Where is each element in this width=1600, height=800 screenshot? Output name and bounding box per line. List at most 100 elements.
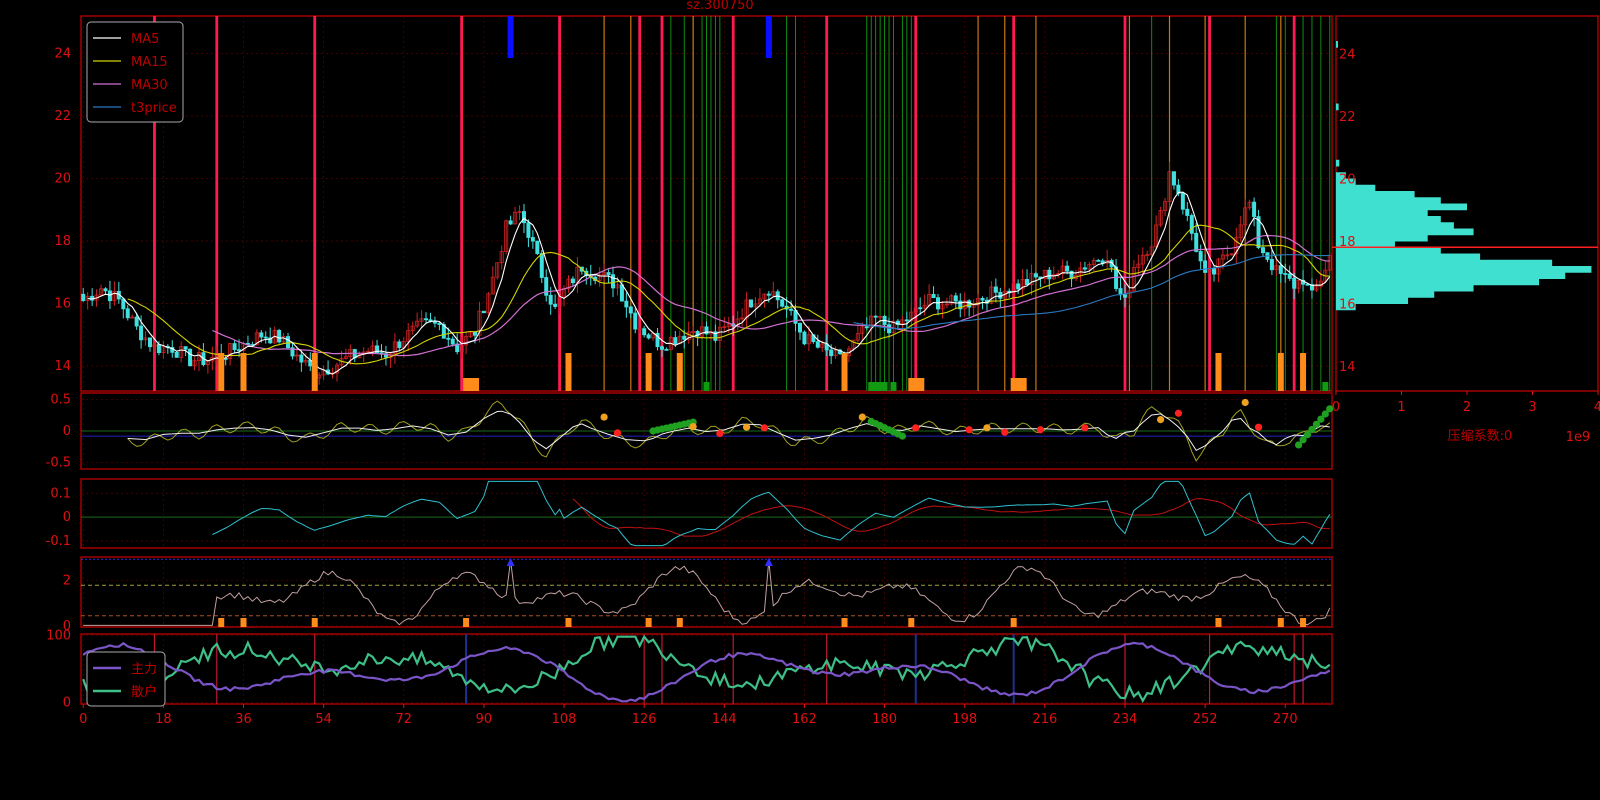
candle-body [918,307,923,310]
candle-body [1243,207,1248,226]
candle-body [949,295,954,305]
candle-body [1176,184,1181,194]
candle [869,314,874,339]
osc1-signal-line [127,400,1331,462]
candle [802,330,807,346]
ma5-line [87,191,1331,375]
legend-label: MA15 [131,55,168,70]
legend-label: 散户 [131,684,157,700]
hist-x-tick-label: 0 [1332,400,1340,415]
candle-body [953,295,958,302]
candle [1016,279,1021,295]
candle-body [1136,263,1141,268]
candle [263,331,268,344]
candle-body [152,344,157,348]
candle [646,332,651,340]
candle-body [1154,224,1159,248]
candle [1256,209,1261,250]
hist-bar [1336,284,1474,292]
candle-body [1082,267,1087,270]
candle-body [1140,254,1145,265]
x-tick-label: 270 [1273,712,1298,727]
candle [1252,197,1257,227]
candle [1243,199,1248,230]
hist-bar [1336,103,1339,111]
candle-body [179,346,184,358]
candle-body [962,300,967,310]
candle [922,294,927,316]
candle [1118,277,1123,301]
osc2-red-line [572,498,1330,537]
y-tick-label: -0.5 [46,456,71,471]
green-dot [1308,425,1316,434]
candle [953,292,958,309]
candle-body [539,253,544,278]
candle-body [753,303,758,308]
legend-label: 主力 [131,662,157,677]
candle [1011,281,1016,299]
candle-body [829,349,834,357]
candle-body [789,308,794,311]
candle [1198,244,1203,270]
candle [958,293,963,318]
hist-bar [1336,303,1356,311]
osc2-cyan-line [212,480,1331,547]
candle-body [1260,247,1265,254]
candle-body [757,298,762,305]
legend-label: MA30 [131,78,168,93]
candle-body [855,332,860,341]
candle-body [1194,232,1199,252]
candle-body [570,278,575,284]
orange-block [565,618,572,627]
hist-bar [1336,291,1435,298]
x-tick-label: 108 [552,712,577,727]
candle [535,240,540,255]
candle-body [464,336,469,346]
candle-body [713,331,718,341]
candle [962,292,967,317]
candle-body [286,336,291,349]
candle-body [192,360,197,367]
orange-block [1300,618,1307,627]
red-dot [1254,423,1263,431]
orange-block [676,618,683,627]
osc1-main-line [127,410,1330,452]
candle [459,337,464,359]
orange-dot [600,413,608,421]
hist-bar [1336,272,1566,279]
green-dot [1295,441,1303,449]
candle [1069,270,1074,288]
candle-body [1171,171,1176,186]
candle [392,333,397,364]
legend-box [86,21,184,123]
candle-body [980,297,985,301]
x-tick-label: 0 [79,712,87,727]
orange-block [1010,378,1027,391]
candle-body [766,293,771,296]
candle-body [99,288,104,296]
candle [1278,255,1283,283]
candle-body [913,307,918,313]
red-dot [1001,428,1009,436]
x-tick-label: 252 [1193,712,1218,727]
candle [1082,261,1087,272]
candle [913,299,918,316]
candle [1309,278,1314,299]
candle [766,291,771,303]
candle-body [989,286,994,304]
x-tick-label: 18 [155,712,172,727]
candle [722,317,727,332]
orange-dot [858,413,866,421]
candle [517,205,522,220]
hist-xlabel: 压缩系数:0 [1448,428,1513,444]
candle [334,362,339,382]
y-tick-label: 24 [54,47,71,62]
candle [909,304,914,322]
hist-y-tick-label: 20 [1339,173,1356,188]
candle-body [375,345,380,354]
y-tick-label: 0 [63,424,71,439]
candle-body [904,319,909,322]
candle-body [143,337,148,341]
candle-body [704,326,709,335]
